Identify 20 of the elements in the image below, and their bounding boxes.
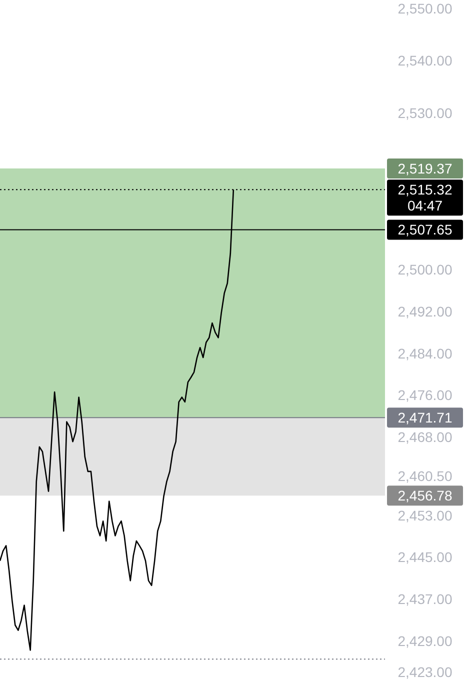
ref-line-label: 2,507.65 xyxy=(398,222,452,238)
ref-line-label: 2,515.32 xyxy=(398,182,452,198)
y-tick-label: 2,468.00 xyxy=(398,428,452,445)
y-tick-label: 2,540.00 xyxy=(398,52,452,69)
ref-line-label: 2,471.71 xyxy=(398,410,452,426)
y-tick-label: 2,484.00 xyxy=(398,345,452,362)
y-tick-label: 2,453.00 xyxy=(398,507,452,524)
y-tick-label: 2,460.50 xyxy=(398,468,452,484)
band-label: 2,456.78 xyxy=(398,488,452,504)
band-label: 2,519.37 xyxy=(398,160,452,176)
y-tick-label: 2,423.00 xyxy=(398,664,452,680)
text: 04:47 xyxy=(407,198,443,214)
y-tick-label: 2,476.00 xyxy=(398,387,452,404)
y-tick-label: 2,437.00 xyxy=(398,590,452,607)
y-tick-label: 2,500.00 xyxy=(398,262,452,278)
y-tick-label: 2,445.00 xyxy=(398,549,452,566)
y-tick-label: 2,429.00 xyxy=(398,632,452,649)
y-tick-label: 2,550.00 xyxy=(398,0,452,16)
y-tick-label: 2,530.00 xyxy=(398,104,452,121)
y-tick-label: 2,492.00 xyxy=(398,304,452,320)
